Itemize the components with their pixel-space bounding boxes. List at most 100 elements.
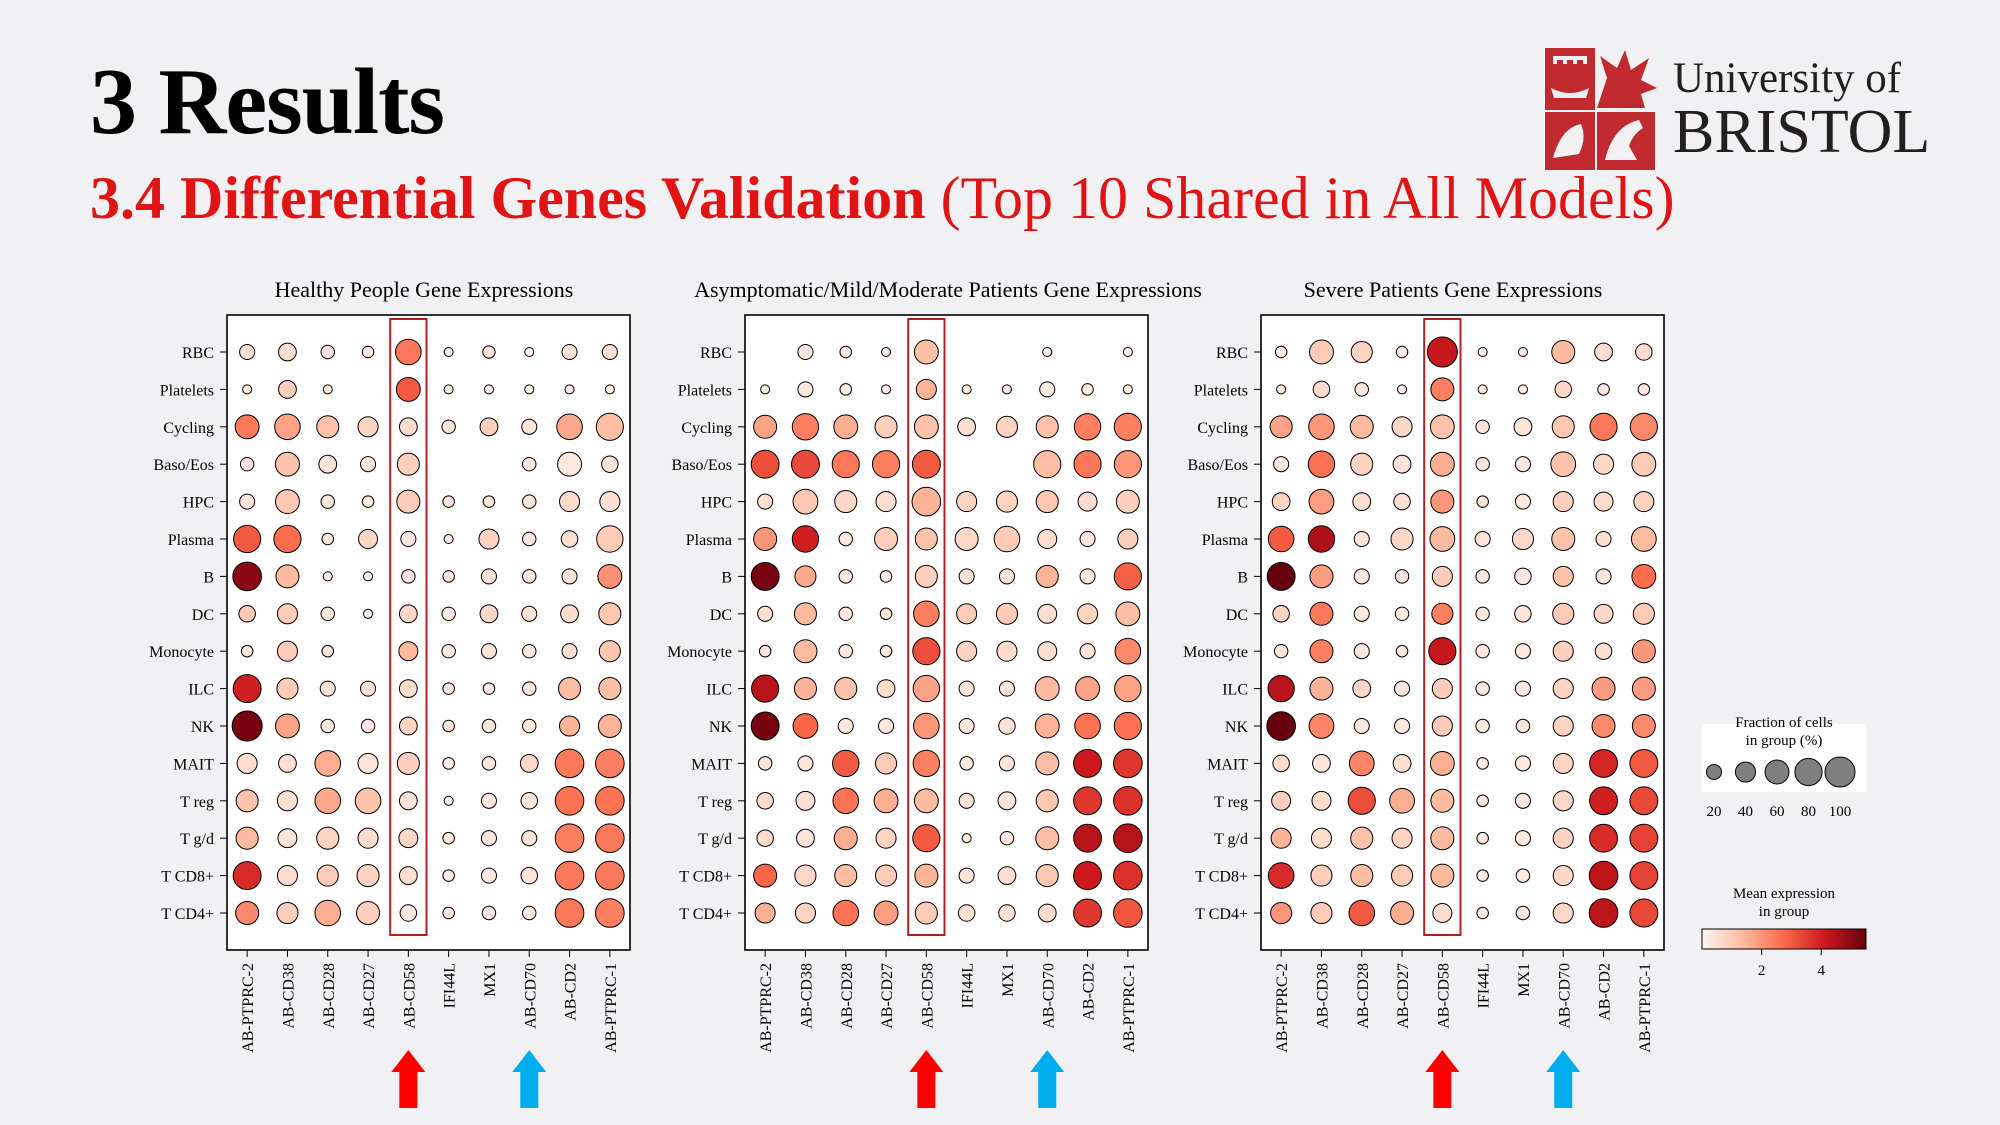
y-tick-label: RBC bbox=[1216, 345, 1248, 362]
x-tick-label: AB-CD58 bbox=[401, 963, 418, 1029]
y-tick-label: Plasma bbox=[168, 532, 214, 549]
dot bbox=[524, 346, 535, 358]
dot bbox=[314, 750, 342, 777]
dot bbox=[995, 415, 1019, 438]
dot bbox=[236, 752, 258, 774]
y-tick-label: T CD4+ bbox=[679, 906, 732, 923]
dot bbox=[1307, 450, 1336, 478]
dot bbox=[1033, 450, 1062, 479]
dot bbox=[242, 384, 253, 395]
dot bbox=[750, 561, 780, 591]
dot bbox=[522, 531, 537, 547]
color-legend-title: Mean expression bbox=[1733, 886, 1836, 902]
dot bbox=[1269, 415, 1293, 439]
legend: Fraction of cells in group (%) 20 40 60 80 100… bbox=[1701, 715, 1867, 979]
dot bbox=[398, 417, 418, 437]
y-tick-label: Cycling bbox=[163, 420, 214, 437]
dot bbox=[750, 711, 780, 741]
dot bbox=[554, 785, 585, 816]
x-tick-label: AB-CD2 bbox=[1081, 963, 1098, 1021]
dot bbox=[1035, 864, 1059, 888]
dot bbox=[595, 823, 625, 854]
x-tick-label: AB-PTPRC-1 bbox=[1121, 963, 1138, 1053]
size-legend-tick: 80 bbox=[1801, 804, 1816, 820]
dot bbox=[554, 860, 585, 891]
dot bbox=[1354, 382, 1369, 397]
size-legend-tick: 60 bbox=[1770, 804, 1785, 820]
y-tick-label: Plasma bbox=[1202, 532, 1248, 549]
dot bbox=[832, 749, 860, 778]
dot bbox=[794, 565, 817, 588]
dot bbox=[361, 495, 375, 508]
y-tick-label: T g/d bbox=[1214, 831, 1248, 848]
dot bbox=[1629, 412, 1658, 441]
dot bbox=[1514, 830, 1531, 847]
dot bbox=[1308, 713, 1335, 739]
dot bbox=[522, 494, 537, 509]
dot bbox=[1552, 678, 1574, 700]
dot bbox=[1001, 384, 1012, 395]
dot bbox=[913, 414, 939, 440]
dot bbox=[1629, 898, 1659, 928]
dot bbox=[1475, 419, 1490, 435]
x-tick-label: AB-PTPRC-2 bbox=[240, 963, 257, 1053]
dot bbox=[1551, 415, 1575, 439]
dot bbox=[1552, 640, 1574, 662]
dot bbox=[1593, 491, 1614, 512]
dot bbox=[1589, 412, 1618, 441]
dot bbox=[913, 600, 940, 628]
dot bbox=[1310, 864, 1333, 887]
dot bbox=[441, 606, 456, 622]
dot bbox=[1310, 827, 1332, 849]
dot bbox=[832, 899, 860, 927]
dot bbox=[442, 495, 455, 508]
dot bbox=[443, 384, 454, 395]
dot bbox=[521, 605, 538, 622]
dot bbox=[998, 755, 1015, 772]
dot bbox=[1073, 450, 1102, 479]
dot bbox=[1312, 380, 1331, 399]
dot bbox=[357, 752, 379, 774]
dot bbox=[1035, 490, 1059, 514]
dot bbox=[874, 864, 898, 887]
dot bbox=[481, 718, 497, 734]
dot bbox=[794, 864, 817, 887]
dot bbox=[442, 757, 455, 770]
subtitle-note: (Top 10 Shared in All Models) bbox=[940, 165, 1675, 231]
dot bbox=[479, 417, 499, 437]
dot bbox=[1394, 680, 1411, 697]
dot bbox=[954, 526, 979, 552]
dot bbox=[396, 489, 421, 514]
dot bbox=[1631, 639, 1656, 664]
dot bbox=[274, 413, 301, 441]
dot bbox=[1394, 606, 1410, 622]
dot bbox=[1389, 787, 1415, 814]
dot bbox=[1514, 605, 1532, 623]
blue-arrow-icon bbox=[1030, 1050, 1065, 1108]
dot bbox=[479, 604, 499, 624]
y-tick-label: Monocyte bbox=[1183, 644, 1248, 661]
dot bbox=[1551, 339, 1576, 365]
dot bbox=[756, 792, 774, 810]
size-legend-title: in group (%) bbox=[1746, 733, 1823, 749]
dot bbox=[1594, 642, 1613, 660]
dot bbox=[999, 830, 1015, 846]
dot bbox=[1114, 674, 1142, 703]
dot bbox=[834, 490, 858, 514]
dot bbox=[1035, 751, 1060, 776]
dot bbox=[1477, 346, 1488, 358]
dot bbox=[520, 792, 538, 810]
dot bbox=[1353, 530, 1370, 548]
dot bbox=[875, 491, 897, 513]
dot bbox=[442, 869, 455, 882]
dot bbox=[595, 785, 625, 816]
dot bbox=[834, 677, 858, 701]
dot bbox=[1552, 491, 1574, 513]
dot bbox=[1077, 603, 1099, 625]
size-legend-dot bbox=[1764, 759, 1790, 785]
dot bbox=[1079, 643, 1096, 660]
dot bbox=[597, 713, 622, 739]
dot bbox=[1390, 527, 1414, 551]
y-tick-label: T reg bbox=[698, 794, 732, 811]
